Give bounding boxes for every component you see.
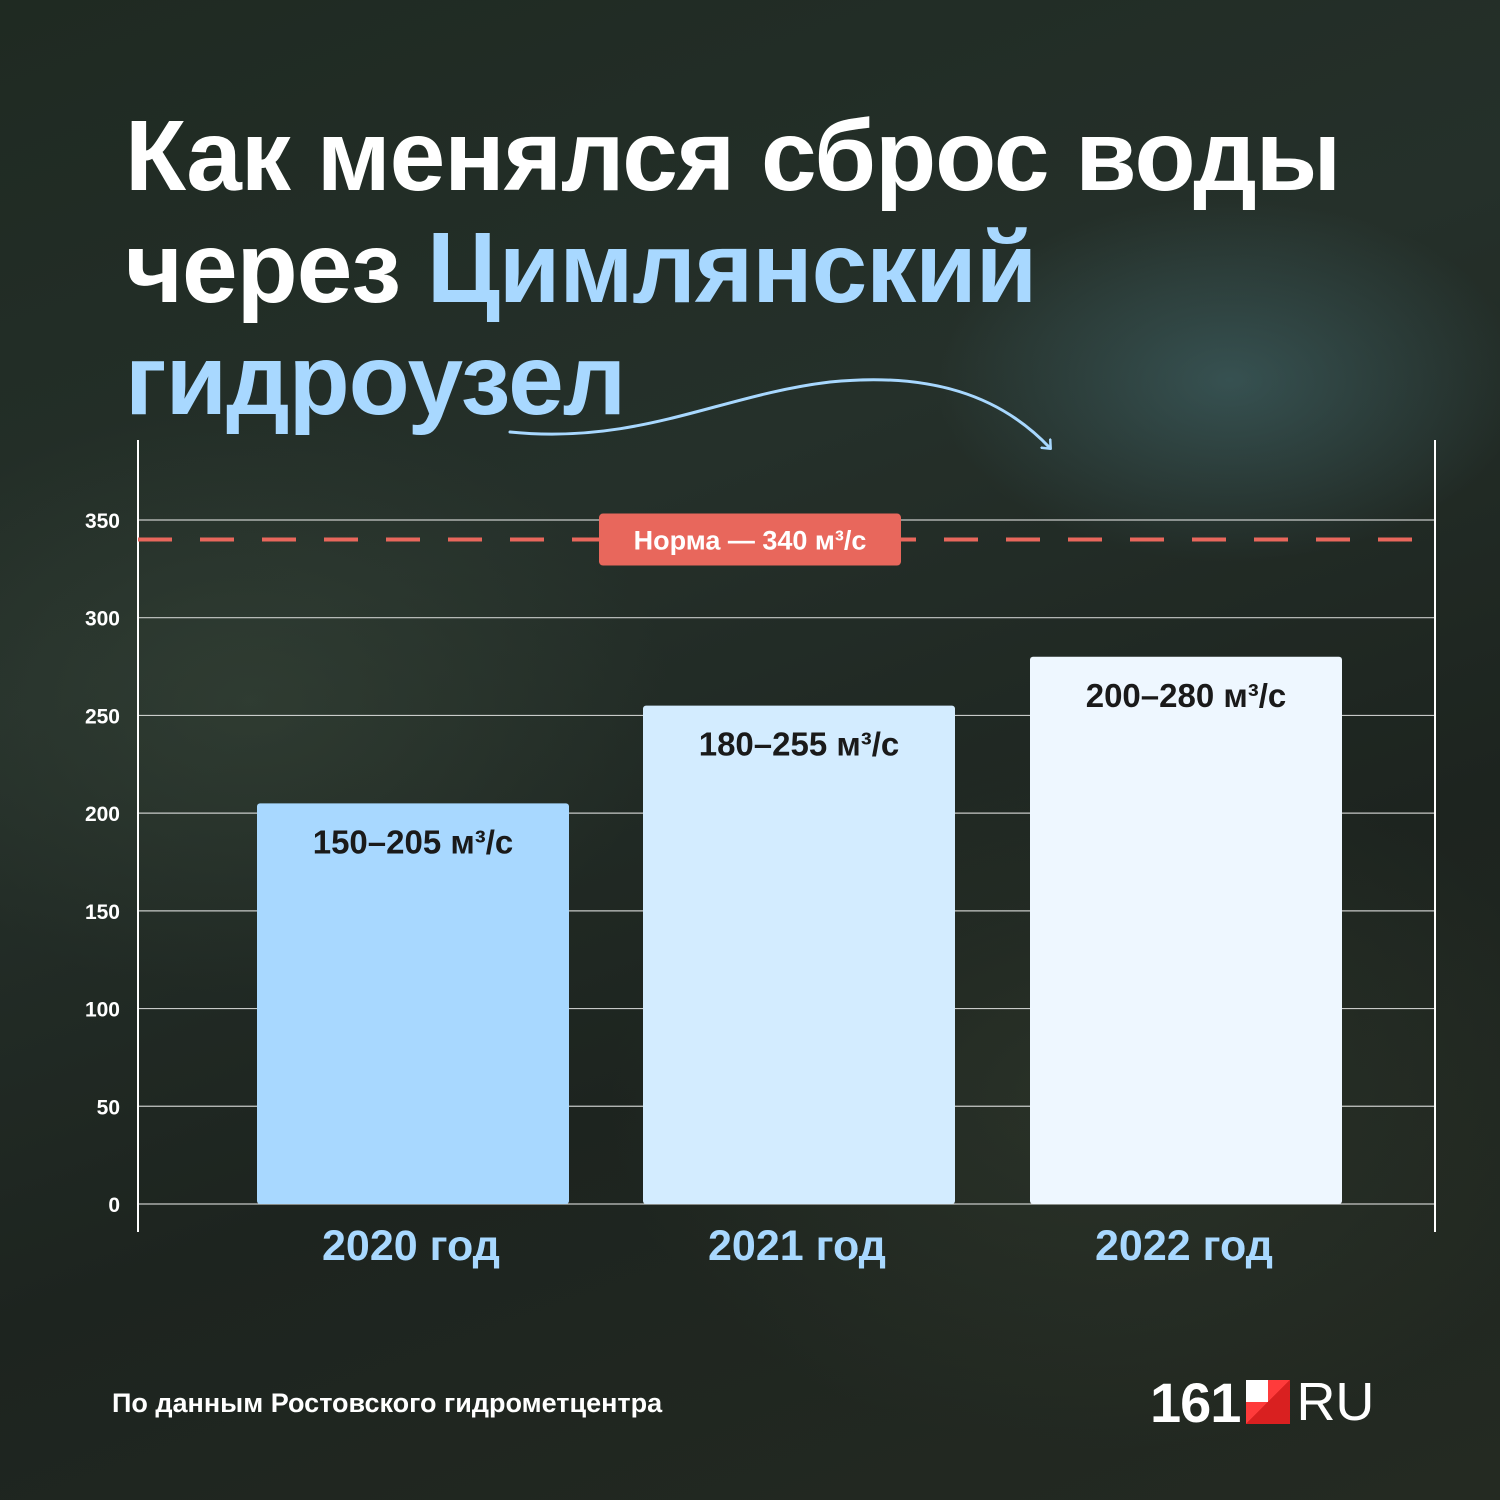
y-tick-label: 250 [85,705,120,728]
source-note: По данным Ростовского гидрометцентра [112,1388,663,1418]
x-category-label: 2020 год [322,1222,500,1270]
bar-value-label: 200–280 м³/с [1086,677,1287,714]
bar-2021 [643,705,955,1204]
y-axis-ticks: 0 50 100 150 200 250 300 350 [85,510,120,1217]
bar-2020 [257,803,569,1204]
bar-2022 [1030,656,1342,1204]
pointer-arrow [508,378,1050,448]
y-tick-label: 0 [108,1194,120,1217]
norm-label: Норма — 340 м³/с [634,526,867,556]
chart-title: Как менялся сброс воды через Цимлянский … [125,100,1425,436]
y-tick-label: 100 [85,999,120,1022]
x-category-label: 2021 год [708,1222,886,1270]
title-highlight: Цимлянский гидроузел [125,212,1037,436]
y-tick-label: 300 [85,608,120,631]
norm-reference: Норма — 340 м³/с [138,513,1435,566]
bars: 150–205 м³/с 180–255 м³/с 200–280 м³/с [257,656,1342,1204]
title-text: Как менялся сброс воды через [125,100,1341,324]
bar-value-label: 180–255 м³/с [699,726,900,763]
y-tick-label: 50 [97,1096,120,1119]
y-tick-label: 200 [85,803,120,826]
logo-number: 161 [1150,1370,1241,1434]
x-category-label: 2022 год [1095,1222,1273,1270]
logo-domain: RU [1296,1372,1375,1432]
logo-161ru: 161 RU [1150,1370,1375,1434]
x-axis-labels: 2020 год 2021 год 2022 год [322,1222,1273,1270]
y-tick-label: 150 [85,901,120,924]
logo-square-icon [1246,1380,1291,1424]
norm-label-badge [599,513,901,566]
bar-value-label: 150–205 м³/с [313,823,514,860]
y-tick-label: 350 [85,510,120,533]
